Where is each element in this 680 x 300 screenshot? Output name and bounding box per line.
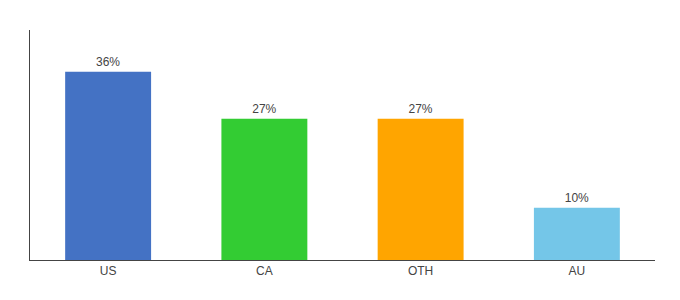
svg-text:36%: 36% [96,55,120,69]
svg-text:27%: 27% [408,102,432,116]
svg-text:10%: 10% [565,191,589,205]
svg-text:OTH: OTH [408,264,433,278]
svg-text:27%: 27% [252,102,276,116]
svg-text:US: US [100,264,117,278]
svg-text:CA: CA [256,264,273,278]
svg-text:AU: AU [569,264,586,278]
